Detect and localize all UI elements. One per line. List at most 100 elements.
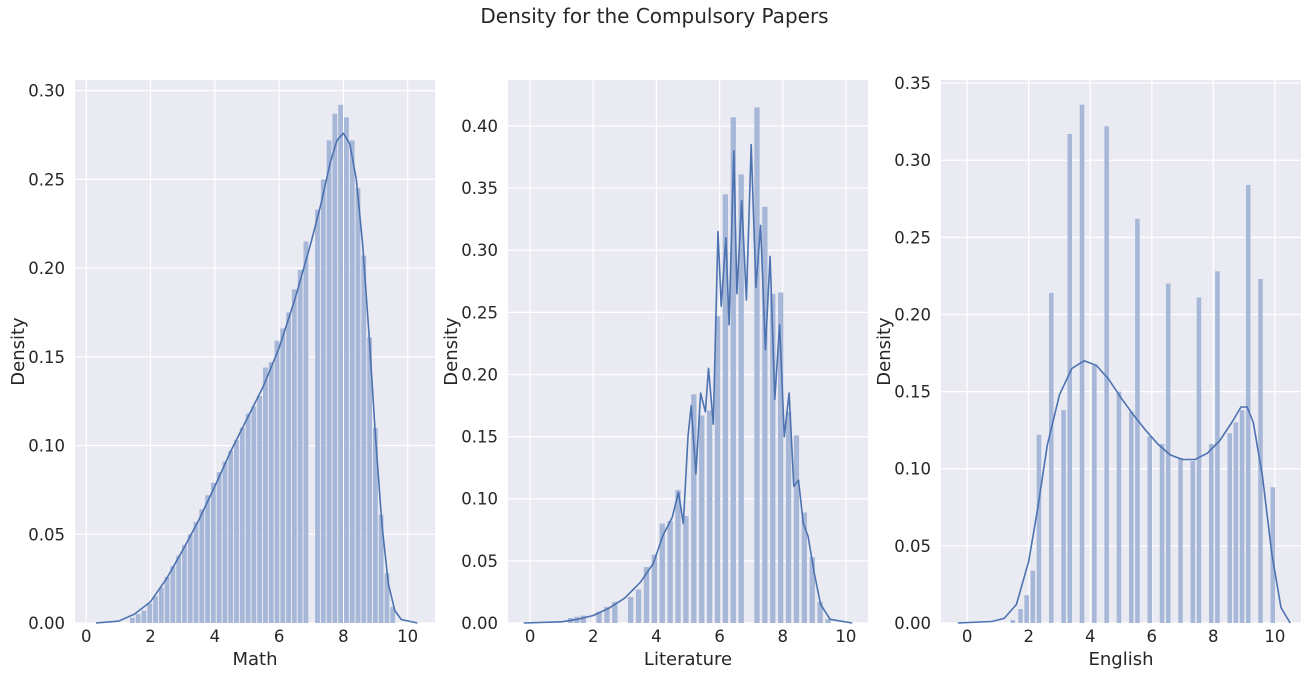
histogram-bar [193,521,199,623]
y-tick-label: 0.30 [461,241,498,260]
histogram-bar [651,554,657,623]
x-tick-label: 6 [1147,627,1158,646]
subplot-3: 0 2 4 6 8 10 0.00 0.05 0.10 0.15 0.20 0.25 0.30 0.35 E… [874,74,1301,670]
histogram-bar [291,289,297,623]
histogram-bar [326,140,332,624]
histogram-bar [187,534,193,623]
histogram-bar [320,179,326,623]
histogram-bar [675,490,681,623]
figure-title: Density for the Compulsory Papers [480,4,829,28]
histogram-bar [683,516,689,623]
y-axis-label: Density [8,317,29,386]
histogram-bar [612,601,618,623]
histogram-bar [778,292,784,623]
histogram-bar [691,394,697,623]
histogram-bar [268,362,274,623]
histogram-bar [216,472,222,623]
histogram-bar [1079,104,1085,623]
y-tick-label: 0.00 [461,614,498,633]
histogram-bar [263,367,268,623]
histogram-bar [1010,619,1016,623]
histogram-bar [280,328,286,623]
histogram-bar [785,411,792,623]
histogram-bar [1196,297,1202,623]
y-tick-label: 0.00 [894,614,931,633]
histogram-bar [367,337,372,623]
histogram-bar [182,544,187,623]
histogram-bar [1030,570,1036,623]
y-axis-label: Density [441,317,462,386]
x-tick-label: 10 [835,627,856,646]
histogram-bar [1258,278,1263,623]
histogram-bar [338,104,344,623]
histogram-bar [1215,271,1220,623]
histogram-bar [825,619,831,623]
kde-line [95,132,418,624]
y-tick-label: 0.20 [461,365,498,384]
y-tick-label: 0.15 [28,348,65,367]
y-tick-label: 0.20 [894,305,931,324]
histogram-bar [1239,410,1245,623]
histogram-bar [1178,457,1183,623]
y-tick-label: 0.35 [894,74,931,93]
histogram-bar [355,188,361,623]
histogram-bar [793,435,800,623]
subplot-1: 0 2 4 6 8 10 0.00 0.05 0.10 0.15 0.20 0.25 0.30 Math D… [8,80,435,670]
histogram-bar [738,174,744,623]
histogram-bar [147,603,153,623]
y-tick-label: 0.40 [461,117,498,136]
y-tick-label: 0.10 [894,460,931,479]
histogram-bar [135,614,141,623]
histogram-bar [1049,292,1054,623]
histogram-bar [699,415,705,623]
histogram-bar [1061,410,1066,623]
x-tick-label: 10 [397,627,418,646]
histogram-bar [1233,422,1239,623]
histogram-bar [205,495,210,623]
histogram-bar [176,555,182,623]
y-tick-label: 0.30 [28,82,65,101]
histogram-bar [158,587,164,623]
histogram-bar [390,607,396,623]
histogram-bar [643,567,650,623]
histogram-bar [297,269,303,623]
histogram-bar [1067,133,1072,624]
y-tick-label: 0.25 [894,228,931,247]
histogram-bar [1024,595,1029,623]
histogram-bar [596,611,602,623]
histogram-bar [1116,391,1122,623]
histogram-bar [245,413,251,623]
x-tick-label: 2 [145,627,156,646]
y-tick-label: 0.05 [28,525,65,544]
x-axis-label: Math [232,649,277,670]
x-tick-label: 0 [962,627,973,646]
y-axis-label: Density [874,317,895,386]
y-tick-label: 0.10 [461,490,498,509]
x-tick-label: 4 [210,627,221,646]
histogram-bar [604,606,610,623]
histogram-bar [228,450,234,623]
y-tick-label: 0.00 [28,614,65,633]
y-tick-label: 0.25 [28,170,65,189]
histogram-bar [286,312,291,623]
histogram-bar [1104,126,1109,623]
x-tick-label: 0 [525,627,536,646]
x-tick-label: 2 [588,627,599,646]
histogram-bar [210,482,216,623]
x-tick-label: 4 [1085,627,1096,646]
y-tick-label: 0.15 [894,383,931,402]
histogram-bar [170,566,176,623]
x-tick-label: 8 [1208,627,1219,646]
histogram-bar [1092,365,1097,623]
histogram-bar [344,117,349,623]
y-tick-label: 0.20 [28,259,65,278]
histogram-bar [222,461,228,623]
histogram-bar [361,255,367,624]
histogram-bar [817,601,823,623]
histogram-bar [315,209,320,623]
x-axis-label: English [1089,649,1154,670]
y-tick-label: 0.35 [461,179,498,198]
histogram-bar [384,573,390,623]
histogram-bar [257,395,263,623]
histogram-bar [1227,433,1232,623]
